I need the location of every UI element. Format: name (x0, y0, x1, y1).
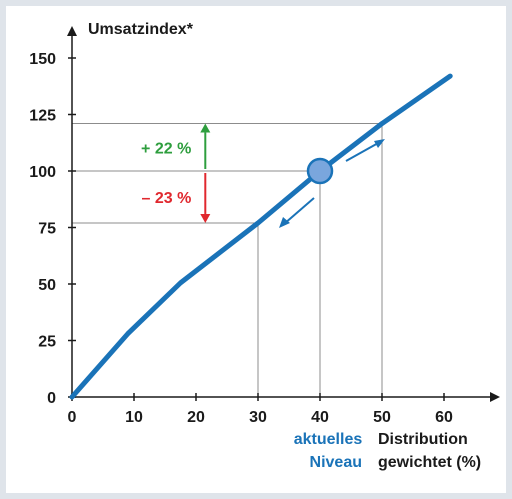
y-ticks: 0 25 50 75 100 125 150 (29, 51, 76, 407)
y-axis-arrow (67, 26, 77, 36)
plot-panel (6, 6, 506, 493)
x-tick-label-20: 20 (187, 409, 205, 426)
y-tick-label-100: 100 (29, 164, 56, 181)
motion-arrow-down-head (279, 217, 290, 228)
decrease-label: – 23 % (141, 190, 191, 207)
y-tick-label-75: 75 (38, 221, 56, 238)
x-tick-label-60: 60 (435, 409, 453, 426)
x-tick-label-40: 40 (311, 409, 329, 426)
series-line (69, 73, 453, 400)
increase-arrow-head (200, 123, 211, 133)
current-level-marker (306, 157, 334, 185)
x-axis-title-line1: Distribution (378, 431, 468, 448)
y-tick-label-25: 25 (38, 334, 56, 351)
x-axis-title-line2: gewichtet (%) (378, 454, 481, 471)
y-axis-title: Umsatzindex* (88, 21, 194, 38)
motion-arrow-down (283, 197, 315, 225)
x-tick-label-30: 30 (249, 409, 267, 426)
x-axis (72, 392, 500, 402)
increase-label: + 22 % (141, 140, 191, 157)
x-tick-label-10: 10 (125, 409, 143, 426)
y-tick-label-125: 125 (29, 108, 56, 125)
x-tick-label-0: 0 (68, 409, 77, 426)
x-tick-label-50: 50 (373, 409, 391, 426)
motion-arrow-up (345, 141, 381, 162)
decrease-arrow-head (200, 213, 211, 223)
current-level-label-line1: aktuelles (294, 431, 363, 448)
y-axis (67, 26, 77, 397)
current-level-label-line2: Niveau (310, 454, 362, 471)
change-annotations: + 22 % – 23 % (141, 123, 211, 223)
motion-arrow-up-head (374, 139, 385, 148)
x-axis-arrow (490, 392, 500, 402)
y-tick-label-0: 0 (47, 390, 56, 407)
x-ticks: 0 10 20 30 40 50 60 (68, 393, 453, 426)
y-tick-label-150: 150 (29, 51, 56, 68)
y-tick-label-50: 50 (38, 277, 56, 294)
guide-lines (72, 123, 383, 397)
motion-arrows (279, 139, 385, 228)
